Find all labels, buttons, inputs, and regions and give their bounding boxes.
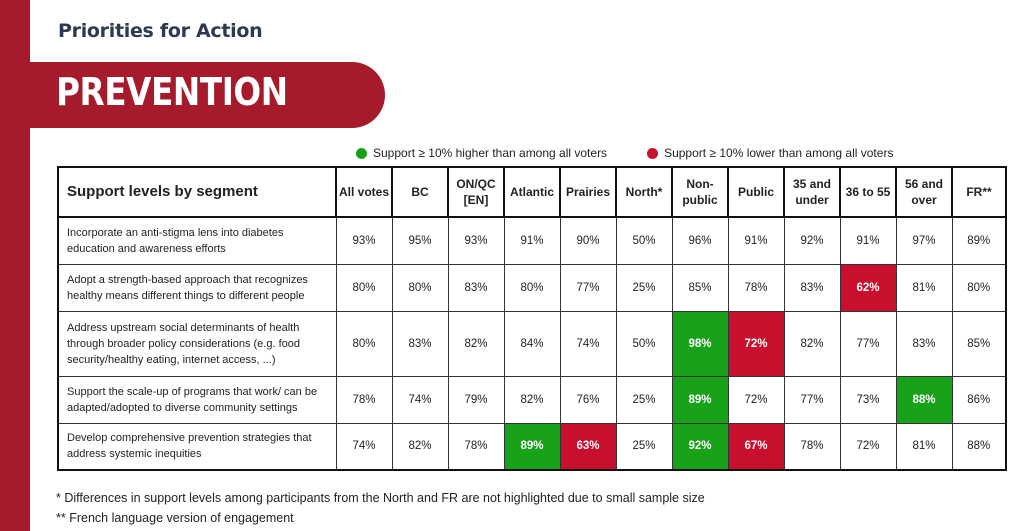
- legend-label-higher: Support ≥ 10% higher than among all vote…: [373, 146, 608, 160]
- value-cell: 95%: [391, 216, 449, 265]
- legend: Support ≥ 10% higher than among all vote…: [356, 146, 893, 160]
- page-title: PREVENTION: [56, 70, 288, 114]
- value-cell-lower: 62%: [839, 263, 897, 312]
- column-header: Prairies: [559, 166, 617, 218]
- row-label: Adopt a strength-based approach that rec…: [57, 263, 337, 312]
- table-title: Support levels by segment: [58, 166, 337, 218]
- value-cell: 90%: [559, 216, 617, 265]
- legend-label-lower: Support ≥ 10% lower than among all voter…: [664, 146, 894, 160]
- value-cell: 82%: [503, 375, 561, 424]
- row-label: Address upstream social determinants of …: [57, 310, 337, 377]
- value-cell: 78%: [783, 422, 841, 471]
- value-cell: 81%: [895, 263, 953, 312]
- red-dot-icon: [647, 147, 659, 159]
- table-row: Support the scale-up of programs that wo…: [57, 375, 1007, 424]
- value-cell: 91%: [503, 216, 561, 265]
- value-cell: 85%: [951, 310, 1007, 377]
- column-header: 56 and over: [895, 166, 953, 218]
- value-cell: 77%: [559, 263, 617, 312]
- column-header: Public: [727, 166, 785, 218]
- column-header: ON/QC [EN]: [447, 166, 505, 218]
- title-banner: [30, 62, 385, 128]
- value-cell-lower: 72%: [727, 310, 785, 377]
- column-header: BC: [391, 166, 449, 218]
- column-header: All votes: [335, 166, 393, 218]
- value-cell: 80%: [951, 263, 1007, 312]
- value-cell: 72%: [839, 422, 897, 471]
- value-cell: 78%: [335, 375, 393, 424]
- value-cell: 91%: [839, 216, 897, 265]
- column-header: 35 and under: [783, 166, 841, 218]
- value-cell: 25%: [615, 375, 673, 424]
- column-header: North*: [615, 166, 673, 218]
- value-cell: 91%: [727, 216, 785, 265]
- legend-item-lower: Support ≥ 10% lower than among all voter…: [647, 146, 893, 160]
- column-header: Atlantic: [503, 166, 561, 218]
- value-cell: 50%: [615, 310, 673, 377]
- value-cell: 97%: [895, 216, 953, 265]
- table-row: Develop comprehensive prevention strateg…: [57, 422, 1007, 471]
- section-kicker: Priorities for Action: [58, 20, 263, 42]
- green-dot-icon: [356, 147, 367, 159]
- value-cell: 80%: [335, 310, 393, 377]
- value-cell: 82%: [447, 310, 505, 377]
- left-accent-bar: [0, 0, 30, 531]
- value-cell: 88%: [951, 422, 1007, 471]
- column-header: Non-public: [671, 166, 729, 218]
- table-header-row: Support levels by segment All votes BC ON/…: [58, 166, 1007, 218]
- footnotes: * Differences in support levels among pa…: [56, 488, 705, 528]
- value-cell: 80%: [335, 263, 393, 312]
- value-cell-lower: 67%: [727, 422, 785, 471]
- row-label: Incorporate an anti-stigma lens into dia…: [57, 216, 337, 265]
- value-cell: 80%: [391, 263, 449, 312]
- value-cell: 85%: [671, 263, 729, 312]
- footnote-1: * Differences in support levels among pa…: [56, 491, 705, 505]
- value-cell: 25%: [615, 263, 673, 312]
- value-cell: 82%: [391, 422, 449, 471]
- value-cell: 93%: [335, 216, 393, 265]
- value-cell: 83%: [895, 310, 953, 377]
- value-cell-higher: 92%: [671, 422, 729, 471]
- column-header: FR**: [951, 166, 1007, 218]
- row-label: Support the scale-up of programs that wo…: [57, 375, 337, 424]
- value-cell: 89%: [951, 216, 1007, 265]
- value-cell: 82%: [783, 310, 841, 377]
- support-table: Support levels by segment All votes BC ON/…: [57, 166, 1007, 471]
- value-cell: 79%: [447, 375, 505, 424]
- column-header: 36 to 55: [839, 166, 897, 218]
- value-cell: 50%: [615, 216, 673, 265]
- value-cell: 73%: [839, 375, 897, 424]
- value-cell: 84%: [503, 310, 561, 377]
- value-cell: 83%: [391, 310, 449, 377]
- value-cell: 92%: [783, 216, 841, 265]
- footnote-2: ** French language version of engagement: [56, 511, 294, 525]
- value-cell-higher: 98%: [671, 310, 729, 377]
- value-cell-higher: 89%: [671, 375, 729, 424]
- value-cell: 78%: [447, 422, 505, 471]
- table-row: Address upstream social determinants of …: [57, 310, 1007, 377]
- value-cell-higher: 88%: [895, 375, 953, 424]
- value-cell: 25%: [615, 422, 673, 471]
- value-cell: 74%: [335, 422, 393, 471]
- value-cell: 77%: [783, 375, 841, 424]
- value-cell: 96%: [671, 216, 729, 265]
- value-cell: 74%: [559, 310, 617, 377]
- table-row: Incorporate an anti-stigma lens into dia…: [57, 216, 1007, 265]
- value-cell: 72%: [727, 375, 785, 424]
- value-cell: 83%: [447, 263, 505, 312]
- value-cell-lower: 63%: [559, 422, 617, 471]
- value-cell: 80%: [503, 263, 561, 312]
- value-cell: 93%: [447, 216, 505, 265]
- value-cell: 83%: [783, 263, 841, 312]
- value-cell-higher: 89%: [503, 422, 561, 471]
- value-cell: 81%: [895, 422, 953, 471]
- value-cell: 77%: [839, 310, 897, 377]
- value-cell: 76%: [559, 375, 617, 424]
- value-cell: 78%: [727, 263, 785, 312]
- value-cell: 86%: [951, 375, 1007, 424]
- legend-item-higher: Support ≥ 10% higher than among all vote…: [356, 146, 607, 160]
- row-label: Develop comprehensive prevention strateg…: [57, 422, 337, 471]
- table-row: Adopt a strength-based approach that rec…: [57, 263, 1007, 312]
- value-cell: 74%: [391, 375, 449, 424]
